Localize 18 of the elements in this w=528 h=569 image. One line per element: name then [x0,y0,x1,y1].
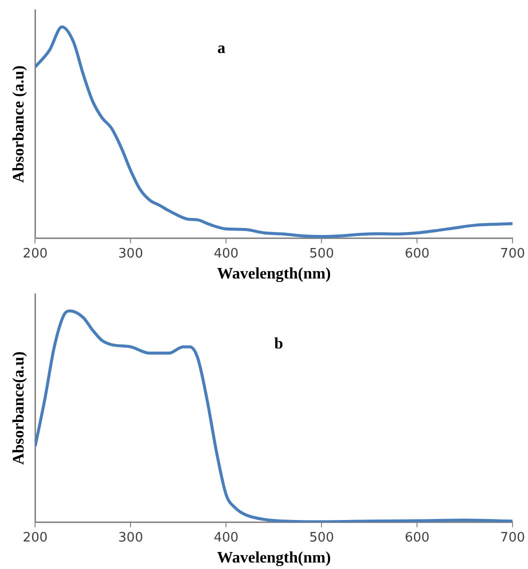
x-tick-label: 700 [500,530,526,546]
x-tick-label: 200 [22,530,48,546]
x-tick-label: 700 [500,246,526,262]
y-axis-title: Absorbance (a.u) [10,65,28,183]
x-tick-label: 500 [309,530,334,546]
x-axis-title: Wavelength(nm) [217,266,331,283]
x-tick-label: 600 [404,246,430,262]
x-tick-label: 400 [214,246,239,262]
y-axis-title: Absorbance(a.u) [10,351,28,465]
annotation: b [274,335,284,352]
x-tick-label: 300 [118,246,144,262]
annotation: a [217,40,226,57]
x-tick-label: 600 [404,530,430,546]
x-tick-label: 200 [22,246,48,262]
x-tick-label: 300 [118,530,144,546]
x-tick-label: 400 [214,530,239,546]
x-tick-label: 500 [309,246,334,262]
x-axis-title: Wavelength(nm) [217,550,331,567]
